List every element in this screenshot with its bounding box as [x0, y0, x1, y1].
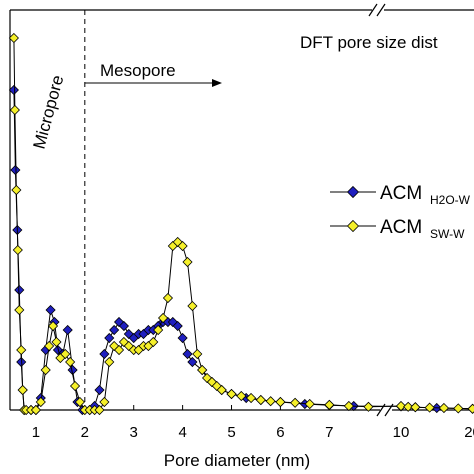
- data-point: [275, 396, 286, 408]
- data-point: [104, 332, 115, 344]
- data-point: [246, 392, 257, 404]
- data-point: [255, 394, 266, 406]
- data-point: [211, 380, 222, 392]
- arrow-head: [212, 79, 222, 87]
- data-point: [104, 356, 115, 368]
- data-point: [290, 397, 301, 408]
- data-point: [187, 356, 198, 368]
- data-point: [187, 300, 198, 312]
- data-point: [16, 344, 27, 356]
- data-point: [44, 340, 55, 352]
- data-point: [109, 324, 120, 336]
- legend-label: ACM: [380, 183, 422, 204]
- data-point: [182, 348, 193, 360]
- data-point: [453, 403, 464, 414]
- data-point: [35, 396, 46, 408]
- x-tick-label: 1: [32, 424, 40, 441]
- axis-break: [368, 3, 378, 17]
- x-tick-label: 5: [227, 424, 235, 441]
- data-point: [8, 84, 19, 96]
- data-point: [162, 292, 174, 304]
- data-point: [157, 312, 169, 324]
- data-point: [118, 336, 130, 348]
- data-point: [45, 304, 56, 316]
- legend-marker: [346, 185, 360, 199]
- data-point: [177, 240, 188, 252]
- data-point: [216, 384, 227, 396]
- data-point: [467, 403, 474, 414]
- data-point: [265, 396, 276, 407]
- data-point: [10, 164, 21, 176]
- x-tick-label: 6: [276, 424, 284, 441]
- data-point: [113, 344, 125, 356]
- data-point: [65, 356, 76, 368]
- x-tick-label: 7: [325, 424, 333, 441]
- data-point: [99, 396, 110, 408]
- chart-title: DFT pore size dist: [300, 33, 438, 52]
- annotation: Micropore: [30, 73, 68, 151]
- data-point: [148, 336, 159, 348]
- data-point: [343, 400, 354, 412]
- axis-break: [376, 3, 386, 17]
- series-line: [13, 89, 473, 411]
- data-point: [324, 399, 335, 410]
- legend-label: ACM: [380, 217, 422, 238]
- data-point: [99, 348, 110, 360]
- data-point: [424, 402, 435, 413]
- x-tick-label: 20: [464, 424, 474, 441]
- data-point: [403, 401, 414, 412]
- data-point: [9, 104, 20, 116]
- data-point: [410, 402, 421, 413]
- data-point: [182, 256, 193, 268]
- data-point: [192, 348, 203, 360]
- data-point: [60, 348, 71, 360]
- data-point: [47, 320, 59, 332]
- data-point: [62, 324, 73, 336]
- annotation: Mesopore: [100, 61, 176, 80]
- data-point: [94, 404, 105, 416]
- data-point: [172, 320, 183, 332]
- x-tick-label: 2: [81, 424, 89, 441]
- data-point: [30, 404, 41, 416]
- data-point: [197, 364, 208, 376]
- x-tick-label: 10: [393, 424, 410, 441]
- data-point: [304, 398, 315, 410]
- x-tick-label: 4: [178, 424, 186, 441]
- legend-marker: [346, 219, 360, 233]
- data-point: [236, 390, 247, 402]
- data-point: [363, 401, 374, 412]
- data-point: [226, 388, 237, 400]
- data-point: [74, 396, 85, 408]
- data-point: [94, 384, 105, 396]
- x-tick-label: 3: [130, 424, 138, 441]
- data-point: [202, 372, 213, 384]
- legend-subscript: H2O-W: [430, 193, 471, 207]
- data-point: [153, 324, 164, 336]
- data-point: [51, 336, 62, 348]
- data-point: [395, 400, 407, 412]
- data-point: [17, 384, 28, 396]
- data-point: [123, 328, 134, 340]
- data-point: [11, 184, 22, 196]
- data-point: [438, 402, 450, 414]
- data-point: [118, 320, 130, 332]
- x-axis-label: Pore diameter (nm): [164, 451, 310, 470]
- data-point: [123, 340, 134, 352]
- data-point: [69, 380, 81, 392]
- data-point: [109, 340, 120, 352]
- data-point: [12, 244, 23, 256]
- data-point: [8, 32, 19, 44]
- data-point: [113, 316, 125, 328]
- legend-subscript: SW-W: [430, 227, 465, 241]
- data-point: [14, 304, 25, 316]
- data-point: [40, 364, 51, 376]
- data-point: [177, 332, 188, 344]
- data-point: [206, 376, 218, 388]
